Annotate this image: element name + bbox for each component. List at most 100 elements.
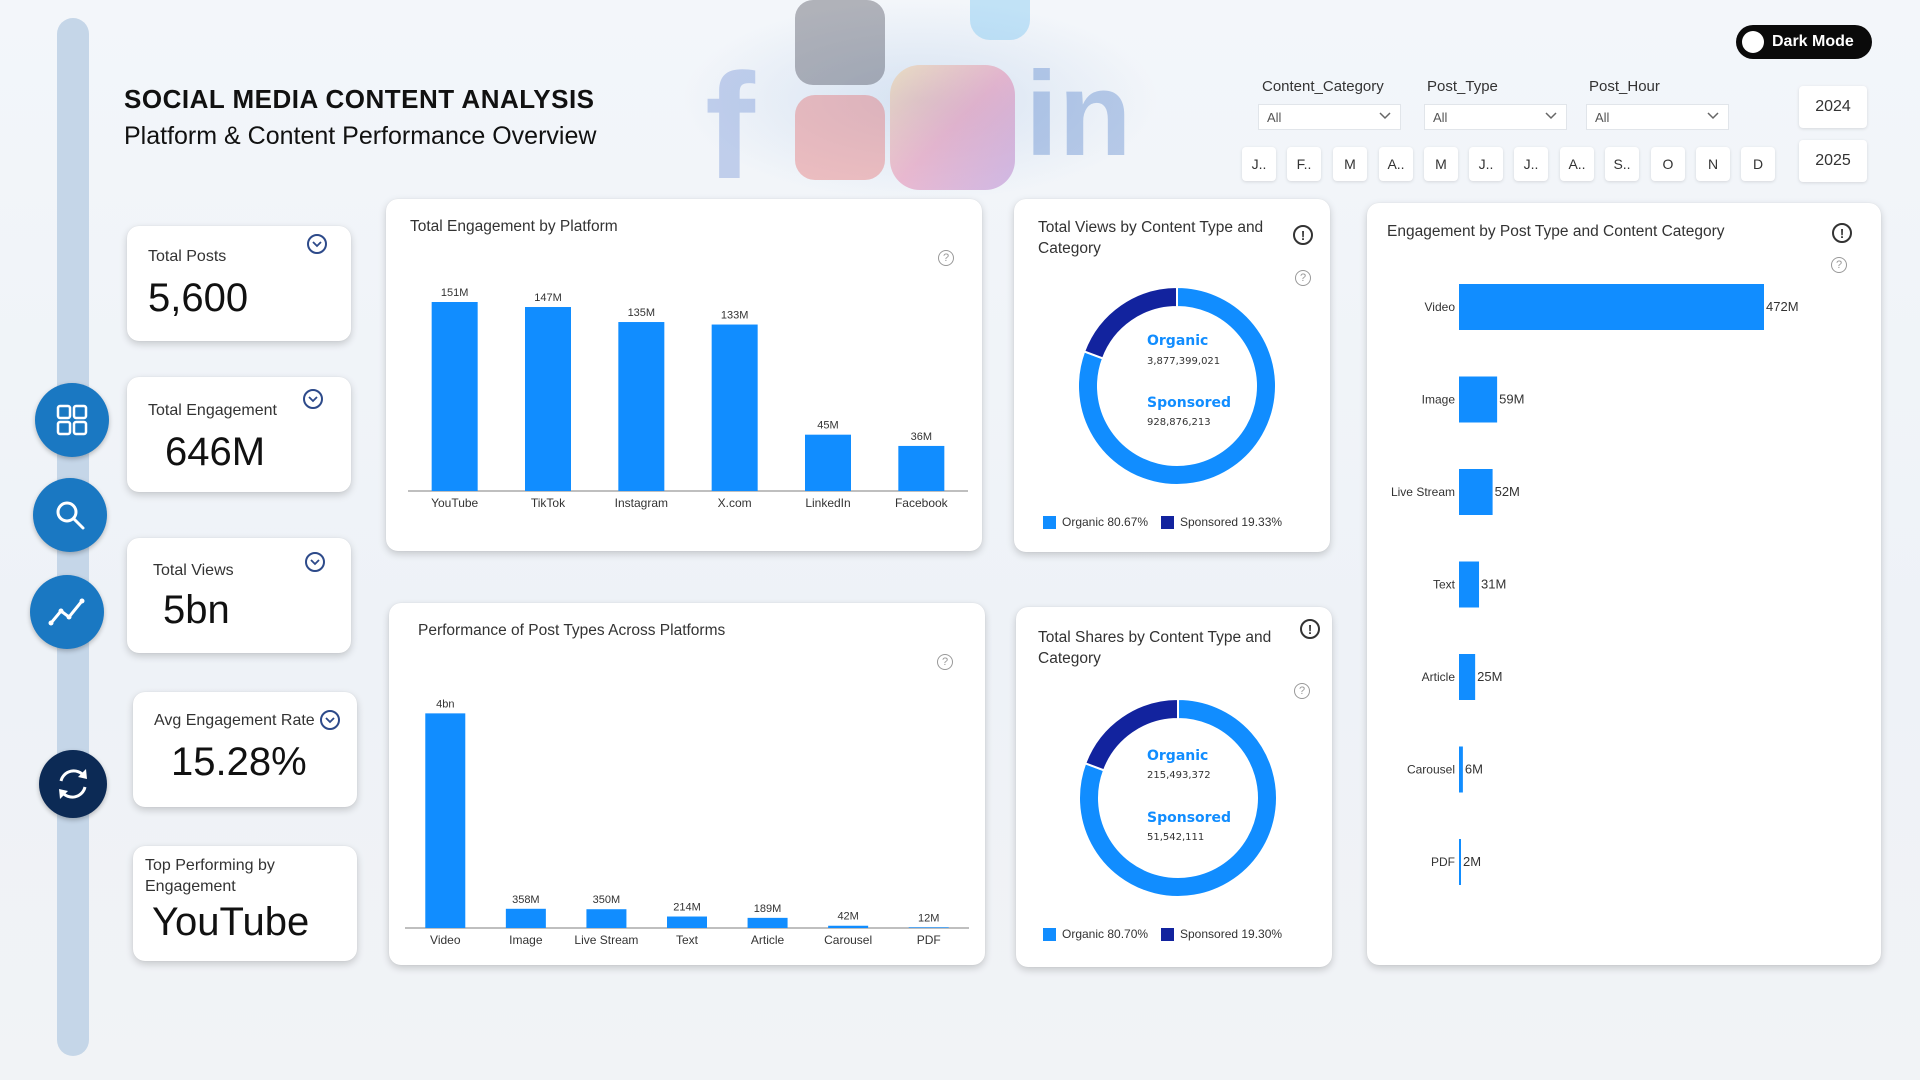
- bar-1: [525, 307, 571, 491]
- chart-title: Total Views by Content Type and Category: [1038, 219, 1264, 257]
- month-jun[interactable]: J..: [1469, 147, 1503, 181]
- tick-label: X.com: [718, 496, 752, 510]
- info-icon[interactable]: !: [1300, 619, 1320, 639]
- tick-label: TikTok: [531, 496, 566, 510]
- kpi-total-engagement: Total Engagement 646M: [127, 377, 351, 492]
- data-label: 6M: [1465, 762, 1483, 777]
- chevron-down-icon[interactable]: [320, 710, 340, 730]
- info-icon[interactable]: !: [1293, 225, 1313, 245]
- donut-sponsored-label: Sponsored: [1147, 395, 1232, 411]
- shares-by-content-type-card: Total Shares by Content Type and Categor…: [1016, 607, 1332, 967]
- chevron-down-icon[interactable]: [305, 552, 325, 572]
- kpi-top-performing: Top Performing by Engagement YouTube: [133, 846, 357, 961]
- chevron-down-icon[interactable]: [307, 234, 327, 254]
- chart-title: Total Engagement by Platform: [410, 218, 618, 235]
- tick-label: Article: [1422, 670, 1456, 684]
- data-label: 59M: [1499, 392, 1524, 407]
- bar-0: [431, 302, 478, 491]
- month-mar[interactable]: M: [1333, 147, 1367, 181]
- engagement-by-platform-card: Total Engagement by Platform ? 151M YouTu…: [386, 199, 982, 551]
- tick-label: Live Stream: [1391, 485, 1455, 499]
- help-icon[interactable]: ?: [1831, 257, 1847, 273]
- data-label: 358M: [512, 894, 540, 906]
- dashboard-grid-icon: [56, 404, 88, 436]
- tick-label: Text: [1433, 578, 1456, 592]
- facebook-logo-icon: f: [705, 42, 755, 210]
- month-feb[interactable]: F..: [1287, 147, 1321, 181]
- refresh-icon: [59, 769, 87, 799]
- page-title: SOCIAL MEDIA CONTENT ANALYSIS: [124, 84, 595, 114]
- help-icon[interactable]: ?: [938, 250, 954, 266]
- dark-mode-toggle[interactable]: Dark Mode: [1736, 25, 1872, 59]
- kpi-value: YouTube: [152, 900, 310, 944]
- kpi-total-posts: Total Posts 5,600: [127, 226, 351, 341]
- kpi-label: Top Performing by Engagement: [145, 857, 275, 895]
- refresh-button[interactable]: [39, 750, 107, 818]
- instagram-logo-icon: [890, 65, 1015, 190]
- chevron-down-icon[interactable]: [303, 389, 323, 409]
- post-type-value: All: [1433, 110, 1448, 125]
- bar-6: [1459, 839, 1461, 885]
- search-nav-button[interactable]: [33, 478, 107, 552]
- kpi-label: Total Views: [153, 562, 234, 579]
- social-logos-banner: f in: [680, 0, 1160, 210]
- data-label: 147M: [534, 292, 562, 304]
- chevron-down-icon: [1379, 112, 1391, 120]
- data-label: 4bn: [436, 698, 454, 710]
- legend-sponsored: Sponsored 19.30%: [1161, 927, 1282, 941]
- legend-text: Sponsored 19.33%: [1180, 515, 1283, 529]
- tick-label: YouTube: [431, 496, 478, 510]
- views-by-content-type-card: Total Views by Content Type and Category…: [1014, 199, 1330, 552]
- trend-nav-button[interactable]: [30, 575, 104, 649]
- views-donut-chart: [1077, 285, 1277, 486]
- donut-sponsored-label: Sponsored: [1147, 810, 1232, 826]
- tick-label: Facebook: [895, 496, 949, 510]
- legend-text: Organic 80.67%: [1062, 515, 1149, 529]
- month-jan[interactable]: J..: [1242, 147, 1276, 181]
- month-sep[interactable]: S..: [1605, 147, 1639, 181]
- kpi-value: 5,600: [148, 276, 249, 320]
- month-jul[interactable]: J..: [1514, 147, 1548, 181]
- help-icon[interactable]: ?: [1294, 683, 1310, 699]
- engagement-by-post-type-card: Engagement by Post Type and Content Cate…: [1367, 203, 1881, 965]
- kpi-label: Total Engagement: [148, 402, 277, 419]
- month-nov[interactable]: N: [1696, 147, 1730, 181]
- month-aug[interactable]: A..: [1560, 147, 1594, 181]
- tick-label: Carousel: [1407, 763, 1455, 777]
- post-hour-label: Post_Hour: [1589, 78, 1660, 95]
- month-may[interactable]: M: [1424, 147, 1458, 181]
- legend-sponsored: Sponsored 19.33%: [1161, 515, 1282, 529]
- post-type-dropdown[interactable]: All: [1424, 104, 1567, 130]
- donut-organic-label: Organic: [1147, 748, 1209, 764]
- trend-chart-icon: [48, 598, 85, 626]
- year-2024[interactable]: 2024: [1799, 86, 1867, 128]
- dashboard-nav-button[interactable]: [35, 383, 109, 457]
- page-subtitle: Platform & Content Performance Overview: [124, 122, 597, 150]
- kpi-value: 15.28%: [171, 740, 307, 784]
- donut-sponsored-value: 928,876,213: [1147, 417, 1211, 428]
- data-label: 133M: [721, 310, 749, 322]
- month-apr[interactable]: A..: [1379, 147, 1413, 181]
- post-type-label: Post_Type: [1427, 78, 1498, 95]
- month-dec[interactable]: D: [1741, 147, 1775, 181]
- tick-label: Video: [1425, 300, 1456, 314]
- donut-organic-value: 3,877,399,021: [1147, 356, 1221, 367]
- month-oct[interactable]: O: [1651, 147, 1685, 181]
- chart-title: Performance of Post Types Across Platfor…: [418, 622, 726, 639]
- year-2025[interactable]: 2025: [1799, 140, 1867, 182]
- post-hour-dropdown[interactable]: All: [1586, 104, 1729, 130]
- help-icon[interactable]: ?: [1295, 270, 1311, 286]
- bar-3: [667, 916, 707, 928]
- data-label: 135M: [628, 307, 656, 319]
- post-type-performance-card: Performance of Post Types Across Platfor…: [389, 603, 985, 965]
- content-category-dropdown[interactable]: All: [1258, 104, 1401, 130]
- data-label: 36M: [911, 431, 932, 443]
- bar-5: [828, 925, 869, 928]
- donut-organic-label: Organic: [1147, 333, 1209, 349]
- post-type-performance-chart: 4bn Video 358M Image 350M Live Stream 214M Text…: [405, 698, 969, 947]
- help-icon[interactable]: ?: [937, 654, 953, 670]
- engagement-by-platform-chart: 151M YouTube 147M TikTok 135M Instagram 133M X.…: [408, 287, 968, 510]
- bar-2: [1459, 469, 1493, 515]
- bar-5: [898, 445, 945, 491]
- info-icon[interactable]: !: [1832, 223, 1852, 243]
